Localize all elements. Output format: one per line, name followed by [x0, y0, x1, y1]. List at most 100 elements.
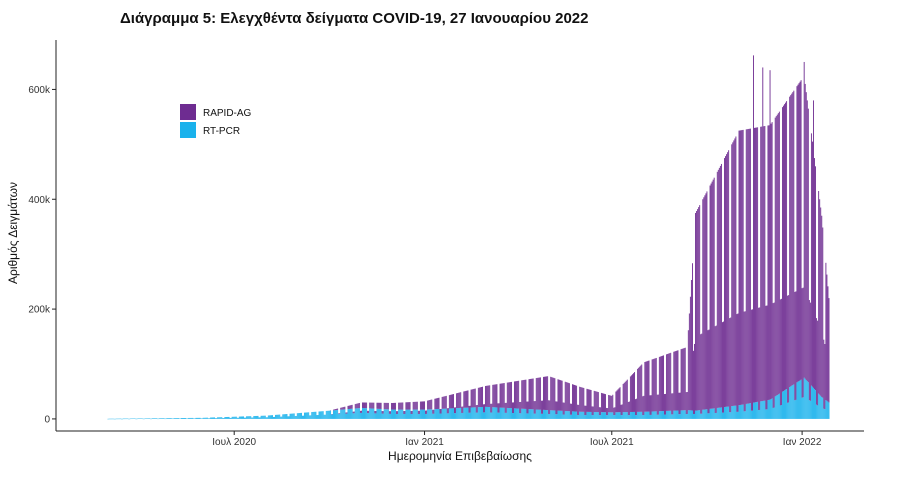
- bar-rapid-ag: [663, 355, 664, 412]
- bar-rt-pcr: [780, 405, 782, 419]
- bar-rt-pcr: [808, 400, 810, 419]
- bar-rt-pcr: [354, 408, 356, 419]
- bar-rt-pcr: [493, 407, 495, 419]
- bar-rt-pcr: [614, 415, 616, 419]
- bar-rt-pcr: [697, 410, 699, 419]
- bar-rt-pcr: [758, 410, 760, 419]
- bar-rapid-ag: [444, 396, 446, 409]
- bar-rt-pcr: [150, 418, 152, 420]
- bar-rt-pcr: [411, 413, 413, 419]
- bar-rt-pcr: [253, 416, 255, 419]
- bar-rapid-ag: [462, 406, 464, 413]
- bar-rt-pcr: [626, 412, 628, 419]
- bar-rapid-ag: [397, 411, 399, 414]
- bar-rapid-ag: [600, 392, 602, 413]
- bar-rt-pcr: [732, 405, 734, 419]
- x-ticks: Ιουλ 2020 Ιαν 2021 Ιουλ 2021 Ιαν 2022: [212, 431, 822, 448]
- bar-rapid-ag: [516, 381, 518, 409]
- bar-rt-pcr: [797, 381, 799, 419]
- bar-rt-pcr: [133, 418, 135, 420]
- bar-rt-pcr: [202, 417, 204, 419]
- bar-rapid-ag: [809, 302, 811, 401]
- bar-rapid-ag: [645, 361, 647, 412]
- bar-rt-pcr: [740, 404, 742, 419]
- bar-rt-pcr: [313, 411, 315, 419]
- bar-rt-pcr: [665, 414, 667, 419]
- bar-rapid-ag: [501, 383, 503, 408]
- bar-rt-pcr: [515, 408, 517, 419]
- bar-rt-pcr: [669, 410, 671, 419]
- bar-rt-pcr: [433, 413, 435, 419]
- bar-rapid-ag: [630, 375, 632, 412]
- bar-rapid-ag: [434, 398, 436, 410]
- bar-rapid-ag: [651, 359, 653, 412]
- bar-rapid-ag: [692, 263, 693, 411]
- bar-rt-pcr: [208, 418, 210, 419]
- bar-rt-pcr: [392, 409, 393, 419]
- bar-rapid-ag: [358, 402, 360, 409]
- bar-rt-pcr: [759, 409, 761, 419]
- bar-rapid-ag: [531, 378, 533, 410]
- bar-rt-pcr: [646, 411, 648, 419]
- bar-rt-pcr: [693, 413, 694, 419]
- bar-rapid-ag: [696, 211, 698, 411]
- bar-rapid-ag: [828, 298, 830, 403]
- bar-rt-pcr: [753, 402, 754, 419]
- bar-rt-pcr: [366, 408, 368, 419]
- bar-rapid-ag: [596, 391, 598, 413]
- bar-rt-pcr: [512, 413, 513, 419]
- bar-rt-pcr: [491, 412, 493, 419]
- bar-rapid-ag: [343, 406, 345, 410]
- bar-rt-pcr: [287, 416, 289, 419]
- bar-rt-pcr: [809, 400, 811, 419]
- bar-rt-pcr: [323, 414, 325, 419]
- bar-rt-pcr: [657, 414, 659, 419]
- bar-rapid-ag: [395, 402, 397, 410]
- bar-rapid-ag: [827, 286, 829, 402]
- bar-rt-pcr: [624, 412, 626, 419]
- bar-rapid-ag: [737, 313, 739, 412]
- bar-rt-pcr: [148, 418, 150, 419]
- bar-rt-pcr: [165, 418, 167, 420]
- bar-rt-pcr: [765, 409, 767, 419]
- bar-rt-pcr: [667, 410, 669, 419]
- bar-rt-pcr: [314, 411, 316, 419]
- bar-rt-pcr: [741, 404, 743, 419]
- bar-rapid-ag: [579, 386, 581, 412]
- bar-rt-pcr: [774, 396, 776, 419]
- bar-rt-pcr: [289, 413, 291, 419]
- bar-rapid-ag: [672, 393, 674, 415]
- bar-rt-pcr: [444, 408, 446, 419]
- bar-rapid-ag: [597, 392, 599, 413]
- bar-rt-pcr: [477, 407, 479, 419]
- bar-rapid-ag: [449, 394, 451, 409]
- bar-rt-pcr: [244, 417, 245, 419]
- bar-rapid-ag: [499, 383, 501, 408]
- bar-rt-pcr: [164, 418, 166, 420]
- bar-rapid-ag: [815, 166, 817, 391]
- bar-rapid-ag: [643, 395, 645, 416]
- bar-rt-pcr: [805, 379, 807, 419]
- bar-rapid-ag: [770, 123, 772, 400]
- bar-rt-pcr: [708, 413, 710, 419]
- bar-rapid-ag: [388, 411, 390, 414]
- bar-rapid-ag: [605, 394, 607, 413]
- bar-rt-pcr: [367, 413, 369, 419]
- bar-rt-pcr: [309, 415, 311, 419]
- bar-rt-pcr: [406, 409, 408, 419]
- bar-rapid-ag: [484, 404, 485, 413]
- bar-rt-pcr: [322, 411, 324, 419]
- bar-rt-pcr: [558, 410, 560, 419]
- bar-rt-pcr: [718, 407, 720, 419]
- bar-rapid-ag: [378, 402, 380, 409]
- bar-rapid-ag: [585, 405, 587, 416]
- bar-rapid-ag: [404, 411, 406, 414]
- bar-rt-pcr: [268, 415, 270, 419]
- bar-rt-pcr: [316, 415, 318, 419]
- bar-rt-pcr: [796, 382, 798, 419]
- bar-rt-pcr: [664, 414, 665, 419]
- bar-rapid-ag: [426, 410, 428, 414]
- bar-rapid-ag: [356, 403, 358, 409]
- bar-rapid-ag: [658, 356, 660, 412]
- bar-rt-pcr: [572, 411, 573, 419]
